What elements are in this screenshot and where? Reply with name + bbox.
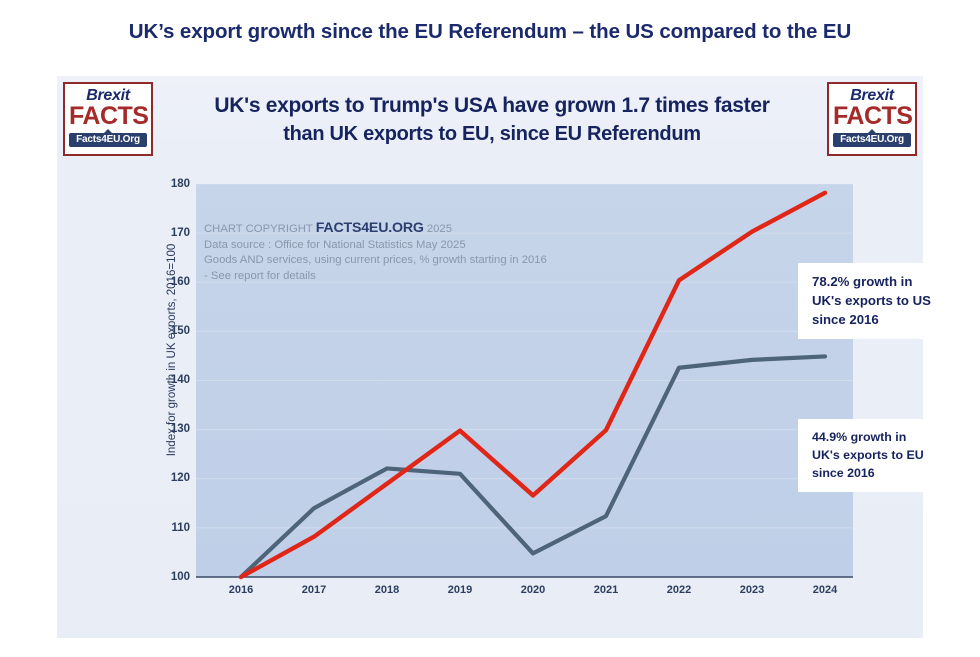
logo-triangle-icon bbox=[868, 129, 876, 133]
data-source-line: Data source : Office for National Statis… bbox=[204, 238, 466, 251]
copyright-block: CHART COPYRIGHT FACTS4EU.ORG 2025 Data s… bbox=[204, 220, 547, 284]
chart-headline-line1: UK's exports to Trump's USA have grown 1… bbox=[214, 94, 770, 117]
page-title: UK’s export growth since the EU Referend… bbox=[128, 20, 852, 43]
x-tick-label: 2019 bbox=[447, 584, 473, 596]
logo-domain-text: Facts4EU.Org bbox=[833, 133, 911, 147]
gridlines bbox=[196, 184, 853, 529]
callout-us: 78.2% growth in UK's exports to US since… bbox=[798, 263, 943, 339]
logo-facts-text: FACTS bbox=[833, 102, 913, 130]
copyright-year: 2025 bbox=[423, 223, 452, 235]
chart-headline: UK's exports to Trump's USA have grown 1… bbox=[167, 92, 817, 148]
y-tick-label: 130 bbox=[170, 423, 190, 435]
y-tick-label: 160 bbox=[170, 276, 190, 288]
logo-facts-text: FACTS bbox=[69, 102, 149, 130]
copyright-line-1: CHART COPYRIGHT FACTS4EU.ORG 2025 bbox=[204, 220, 547, 238]
callout-us-line1: 78.2% growth in bbox=[812, 274, 913, 289]
x-tick-label: 2021 bbox=[593, 584, 619, 596]
chart-headline-line2: than UK exports to EU, since EU Referend… bbox=[283, 123, 701, 145]
y-tick-label: 120 bbox=[170, 472, 190, 484]
x-tick-label: 2018 bbox=[374, 584, 400, 596]
x-tick-label: 2024 bbox=[812, 584, 838, 596]
y-tick-label: 170 bbox=[170, 227, 190, 239]
x-tick-label: 2022 bbox=[666, 584, 692, 596]
callout-eu-line3: since 2016 bbox=[812, 466, 875, 480]
chart-panel: Brexit FACTS Facts4EU.Org Brexit FACTS F… bbox=[57, 76, 943, 638]
x-tick-label: 2020 bbox=[520, 584, 546, 596]
chart-svg bbox=[196, 184, 853, 580]
y-tick-label: 110 bbox=[171, 522, 190, 534]
callout-us-line2: UK's exports to US bbox=[812, 293, 931, 308]
copyright-org: FACTS4EU.ORG bbox=[315, 220, 424, 236]
series-line-us bbox=[238, 190, 828, 580]
x-tick-label: 2016 bbox=[228, 584, 254, 596]
y-tick-label: 150 bbox=[170, 325, 190, 337]
copyright-prefix: CHART COPYRIGHT bbox=[204, 223, 316, 235]
plot-area: Index for growth in UK exports, 2016=100… bbox=[138, 178, 853, 601]
y-tick-label: 180 bbox=[170, 178, 190, 190]
y-tick-label: 100 bbox=[170, 571, 190, 583]
callout-eu-line1: 44.9% growth in bbox=[812, 430, 907, 444]
y-tick-label: 140 bbox=[170, 374, 190, 386]
see-report-line: - See report for details bbox=[204, 269, 316, 282]
series-line-eu bbox=[238, 354, 828, 580]
logo-triangle-icon bbox=[104, 129, 112, 133]
methodology-line: Goods AND services, using current prices… bbox=[204, 254, 547, 266]
callout-us-line3: since 2016 bbox=[812, 312, 879, 327]
x-tick-label: 2023 bbox=[739, 584, 765, 596]
logo-brexit-text: Brexit bbox=[86, 87, 130, 104]
callout-eu-line2: UK's exports to EU bbox=[812, 448, 924, 462]
callout-eu: 44.9% growth in UK's exports to EU since… bbox=[798, 419, 936, 492]
x-tick-label: 2017 bbox=[301, 584, 327, 596]
brexit-facts-logo-left: Brexit FACTS Facts4EU.Org bbox=[63, 82, 153, 156]
logo-domain-text: Facts4EU.Org bbox=[69, 133, 147, 147]
logo-brexit-text: Brexit bbox=[850, 87, 894, 104]
brexit-facts-logo-right: Brexit FACTS Facts4EU.Org bbox=[827, 82, 917, 156]
